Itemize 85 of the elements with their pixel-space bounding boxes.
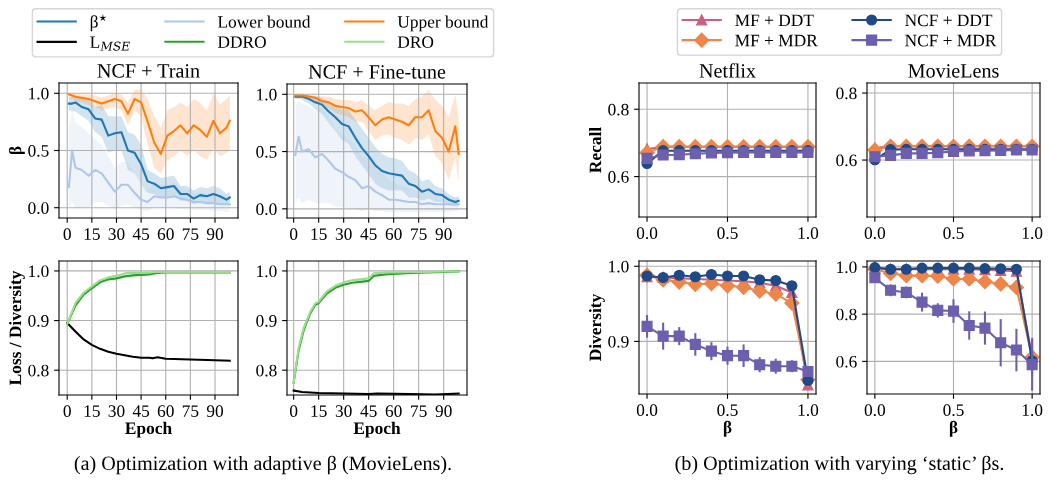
x-tick-label: 1.0 <box>798 404 819 417</box>
legend-label: DRO <box>397 36 434 48</box>
y-tick-label: 0.6 <box>836 154 857 167</box>
y-tick-label: 0.5 <box>256 146 277 158</box>
x-tick-label: 1.0 <box>1022 404 1043 417</box>
x-axis-title: Epoch <box>353 421 401 438</box>
chart-title: NCF + Fine-tune <box>308 65 446 79</box>
y-tick-label: 1.0 <box>257 265 277 278</box>
y-tick-label: 1.0 <box>837 261 857 274</box>
y-tick-label: 0.0 <box>28 202 49 214</box>
legend-label: Upper bound <box>397 15 489 32</box>
x-tick-label: 0.5 <box>943 404 964 417</box>
x-tick-label: 0.0 <box>636 227 658 240</box>
legend-label: MF + MDR <box>735 34 818 47</box>
y-tick-label: 1.0 <box>257 88 277 101</box>
y-tick-label: 0.6 <box>608 171 629 183</box>
x-tick-label: 0.0 <box>864 227 886 240</box>
x-tick-label: 60 <box>385 405 402 417</box>
y-tick-label: 0.9 <box>28 315 49 327</box>
x-tick-label: 0 <box>289 228 298 240</box>
x-tick-label: 75 <box>182 228 199 240</box>
x-tick-label: 0.5 <box>943 227 964 240</box>
x-tick-label: 30 <box>335 405 352 417</box>
x-tick-label: 75 <box>182 405 199 417</box>
legend-label: Lower bound <box>217 15 311 28</box>
text: (b) Optimization with varying ‘static’ βs. <box>675 455 1004 475</box>
y-tick-label: 1.0 <box>609 260 629 273</box>
x-tick-label: 1.0 <box>1022 227 1043 240</box>
y-axis-title: Loss / Diversity <box>9 270 25 386</box>
legend-label: MF + DDT <box>735 14 814 27</box>
x-tick-label: 60 <box>157 405 174 417</box>
y-tick-label: 0.8 <box>836 87 857 100</box>
legend-label: NCF + DDT <box>905 14 993 27</box>
legend-label: β$^{⋆}$ <box>90 13 107 32</box>
x-tick-label: 0.0 <box>864 404 886 417</box>
x-tick-label: 60 <box>385 228 402 240</box>
x-tick-label: 15 <box>311 405 327 417</box>
chart-title: MovieLens <box>908 64 999 78</box>
legend-label: DDRO <box>217 36 266 48</box>
y-axis-title: β <box>8 146 25 155</box>
y-tick-label: 0.8 <box>256 364 277 377</box>
x-tick-label: 60 <box>157 228 174 240</box>
x-tick-label: 75 <box>411 228 427 240</box>
x-tick-label: 0 <box>63 228 71 240</box>
x-tick-label: 0 <box>289 405 298 417</box>
y-tick-label: 0.8 <box>28 364 49 377</box>
y-tick-label: 0.9 <box>256 315 277 327</box>
x-tick-label: 75 <box>411 405 427 417</box>
x-tick-label: 45 <box>360 228 377 240</box>
x-tick-label: 90 <box>206 405 224 417</box>
x-tick-label: 0 <box>63 405 71 417</box>
x-tick-label: 0.5 <box>717 227 738 240</box>
legend-label: L$_{MSE}$ <box>90 36 130 51</box>
x-tick-label: 15 <box>84 405 100 417</box>
x-axis-title: β <box>723 420 732 437</box>
y-tick-label: 0.8 <box>608 103 629 116</box>
y-axis-title: Recall <box>589 127 602 173</box>
legend-label: NCF + MDR <box>905 34 997 47</box>
y-tick-label: 0.5 <box>28 144 49 157</box>
x-tick-label: 30 <box>108 228 125 240</box>
y-tick-label: 1.0 <box>29 265 49 278</box>
y-tick-label: 1.0 <box>29 87 49 100</box>
text: (a) Optimization with adaptive β (MovieLens). <box>74 455 451 475</box>
x-tick-label: 30 <box>108 405 125 417</box>
x-tick-label: 30 <box>335 228 352 240</box>
y-axis-title: Diversity <box>589 293 605 361</box>
x-tick-label: 0.5 <box>717 404 738 417</box>
x-tick-label: 0.0 <box>636 404 658 417</box>
y-tick-label: 0.6 <box>836 355 857 368</box>
x-tick-label: 90 <box>435 228 452 240</box>
y-tick-label: 0.9 <box>608 335 629 348</box>
x-axis-title: β <box>949 420 958 437</box>
x-axis-title: Epoch <box>125 421 172 438</box>
x-tick-label: 1.0 <box>798 227 819 240</box>
x-tick-label: 90 <box>206 228 224 240</box>
y-tick-label: 0.8 <box>836 308 857 321</box>
x-tick-label: 45 <box>132 228 150 240</box>
x-tick-label: 45 <box>132 405 150 417</box>
chart-title: Netflix <box>699 63 756 78</box>
x-tick-label: 45 <box>360 405 377 417</box>
x-tick-label: 15 <box>84 228 100 240</box>
y-tick-label: 0.0 <box>256 203 277 216</box>
x-tick-label: 90 <box>435 405 452 417</box>
chart-title: NCF + Train <box>97 64 200 78</box>
x-tick-label: 15 <box>311 228 327 240</box>
